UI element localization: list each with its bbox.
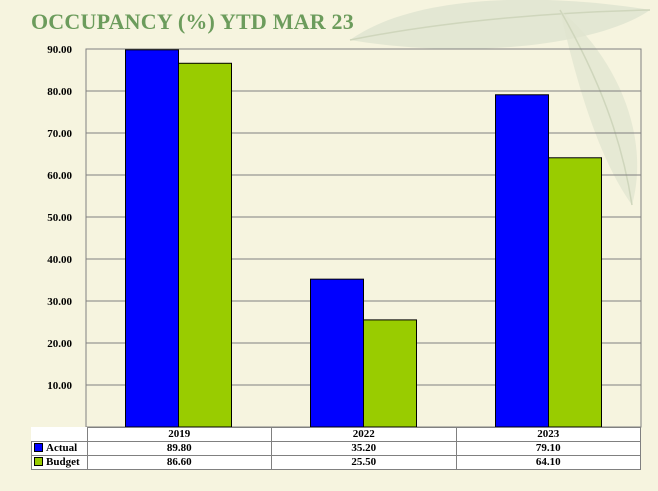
- bar-actual-2022: [310, 278, 364, 428]
- legend-actual: Actual: [31, 441, 88, 456]
- table-cell: 25.50: [271, 455, 457, 470]
- data-table: 2019 2022 2023 Actual 89.80 35.20 79.10 …: [31, 427, 641, 470]
- y-tick-label: 10.00: [47, 380, 72, 392]
- y-tick-label: 80.00: [47, 86, 72, 98]
- category-label: 2019: [86, 427, 272, 442]
- bar-budget-2023: [548, 157, 602, 428]
- bar-actual-2019: [125, 49, 179, 428]
- table-cell: 64.10: [455, 455, 641, 470]
- legend-budget: Budget: [31, 455, 88, 470]
- table-cell: 35.20: [271, 441, 457, 456]
- category-label: 2022: [271, 427, 457, 442]
- legend-swatch-budget: [34, 456, 43, 466]
- table-cell: 79.10: [455, 441, 641, 456]
- category-label: 2023: [455, 427, 641, 442]
- y-tick-label: 70.00: [47, 128, 72, 140]
- bar-actual-2023: [495, 94, 549, 428]
- bar-budget-2019: [178, 62, 232, 428]
- bar-budget-2022: [363, 319, 417, 428]
- table-cell: 86.60: [86, 455, 272, 470]
- y-tick-label: 90.00: [47, 44, 72, 56]
- series-label: Budget: [46, 456, 80, 468]
- series-label: Actual: [46, 442, 78, 454]
- table-header-row: 2019 2022 2023: [32, 427, 641, 442]
- y-tick-label: 20.00: [47, 338, 72, 350]
- y-tick-label: 60.00: [47, 170, 72, 182]
- y-axis: -10.0020.0030.0040.0050.0060.0070.0080.0…: [47, 44, 72, 434]
- legend-swatch-actual: [34, 442, 43, 452]
- bars: [125, 49, 602, 428]
- chart-title: OCCUPANCY (%) YTD MAR 23: [31, 9, 354, 34]
- y-tick-label: 50.00: [47, 212, 72, 224]
- y-tick-label: 30.00: [47, 296, 72, 308]
- y-tick-label: 40.00: [47, 254, 72, 266]
- table-row-actual: Actual 89.80 35.20 79.10: [31, 441, 641, 456]
- table-row-budget: Budget 86.60 25.50 64.10: [31, 455, 641, 470]
- table-corner: [32, 428, 88, 442]
- table-cell: 89.80: [86, 441, 272, 456]
